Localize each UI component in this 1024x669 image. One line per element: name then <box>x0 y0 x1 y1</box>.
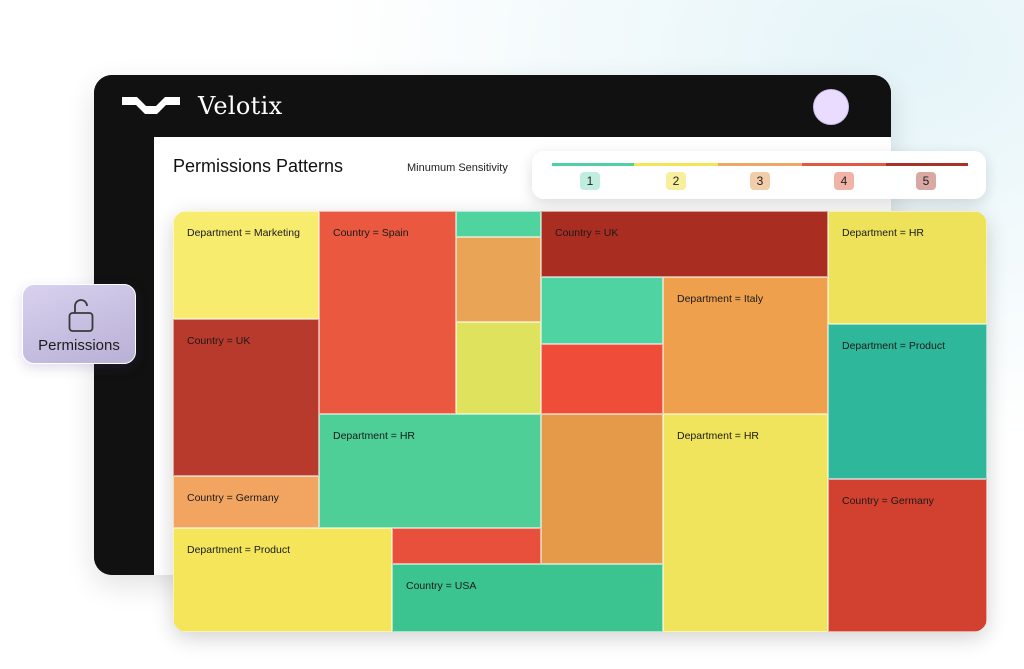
tile-label: Department = HR <box>333 430 415 442</box>
legend-chip-1[interactable]: 1 <box>580 172 600 190</box>
tile-label: Country = Germany <box>842 495 934 507</box>
tile-label: Department = Marketing <box>187 227 300 239</box>
tile-label: Country = Germany <box>187 492 279 504</box>
treemap-tile[interactable] <box>541 277 663 344</box>
permissions-label: Permissions <box>38 337 120 354</box>
treemap-tile[interactable] <box>456 237 541 322</box>
brand-name: Velotix <box>198 92 283 120</box>
tile-label: Department = HR <box>677 430 759 442</box>
treemap-tile[interactable]: Country = Germany <box>828 479 987 632</box>
treemap-tile[interactable]: Department = HR <box>828 211 987 324</box>
tile-label: Country = USA <box>406 580 477 592</box>
page-title: Permissions Patterns <box>173 156 344 176</box>
treemap-tile[interactable]: Department = HR <box>663 414 828 632</box>
treemap-tile[interactable] <box>392 528 541 564</box>
tile-label: Country = UK <box>187 335 251 347</box>
tile-label: Department = Product <box>842 340 946 352</box>
treemap-tile[interactable]: Country = Germany <box>173 476 319 528</box>
legend-chip-2[interactable]: 2 <box>666 172 686 190</box>
sensitivity-label: Minumum Sensitivity <box>407 162 508 174</box>
tile-label: Department = Italy <box>677 293 764 305</box>
permissions-treemap: Department = Marketing Country = UK Coun… <box>173 211 987 632</box>
treemap-tile[interactable]: Country = USA <box>392 564 663 632</box>
permissions-button[interactable]: Permissions <box>22 284 136 364</box>
legend-bar-4 <box>802 163 886 166</box>
treemap-tile[interactable]: Country = UK <box>541 211 828 277</box>
legend-chip-4[interactable]: 4 <box>834 172 854 190</box>
tile-label: Department = Product <box>187 544 291 556</box>
treemap-tile[interactable]: Country = Spain <box>319 211 456 414</box>
treemap-tile[interactable]: Department = HR <box>319 414 541 528</box>
treemap-tile[interactable]: Department = Marketing <box>173 211 319 319</box>
treemap-tile[interactable] <box>456 322 541 414</box>
tile-label: Country = Spain <box>333 227 409 239</box>
user-avatar[interactable] <box>813 89 849 125</box>
velotix-logo-icon <box>122 97 180 114</box>
tile-label: Department = HR <box>842 227 924 239</box>
treemap-tile[interactable] <box>541 344 663 414</box>
tile-label: Country = UK <box>555 227 619 239</box>
legend-bar-3 <box>718 163 802 166</box>
unlock-icon <box>68 299 94 332</box>
treemap-tile[interactable] <box>456 211 541 237</box>
legend-bar-5 <box>886 163 968 166</box>
sensitivity-legend: 1 2 3 4 5 <box>532 151 986 199</box>
treemap-tile[interactable]: Department = Italy <box>663 277 828 414</box>
legend-bar-2 <box>634 163 718 166</box>
legend-chip-5[interactable]: 5 <box>916 172 936 190</box>
treemap-tile[interactable]: Department = Product <box>828 324 987 479</box>
treemap-tile[interactable] <box>541 414 663 564</box>
treemap-tile[interactable]: Department = Product <box>173 528 392 632</box>
legend-bar-1 <box>552 163 634 166</box>
legend-chip-3[interactable]: 3 <box>750 172 770 190</box>
treemap-tile[interactable]: Country = UK <box>173 319 319 476</box>
top-bar: Velotix <box>94 75 891 137</box>
